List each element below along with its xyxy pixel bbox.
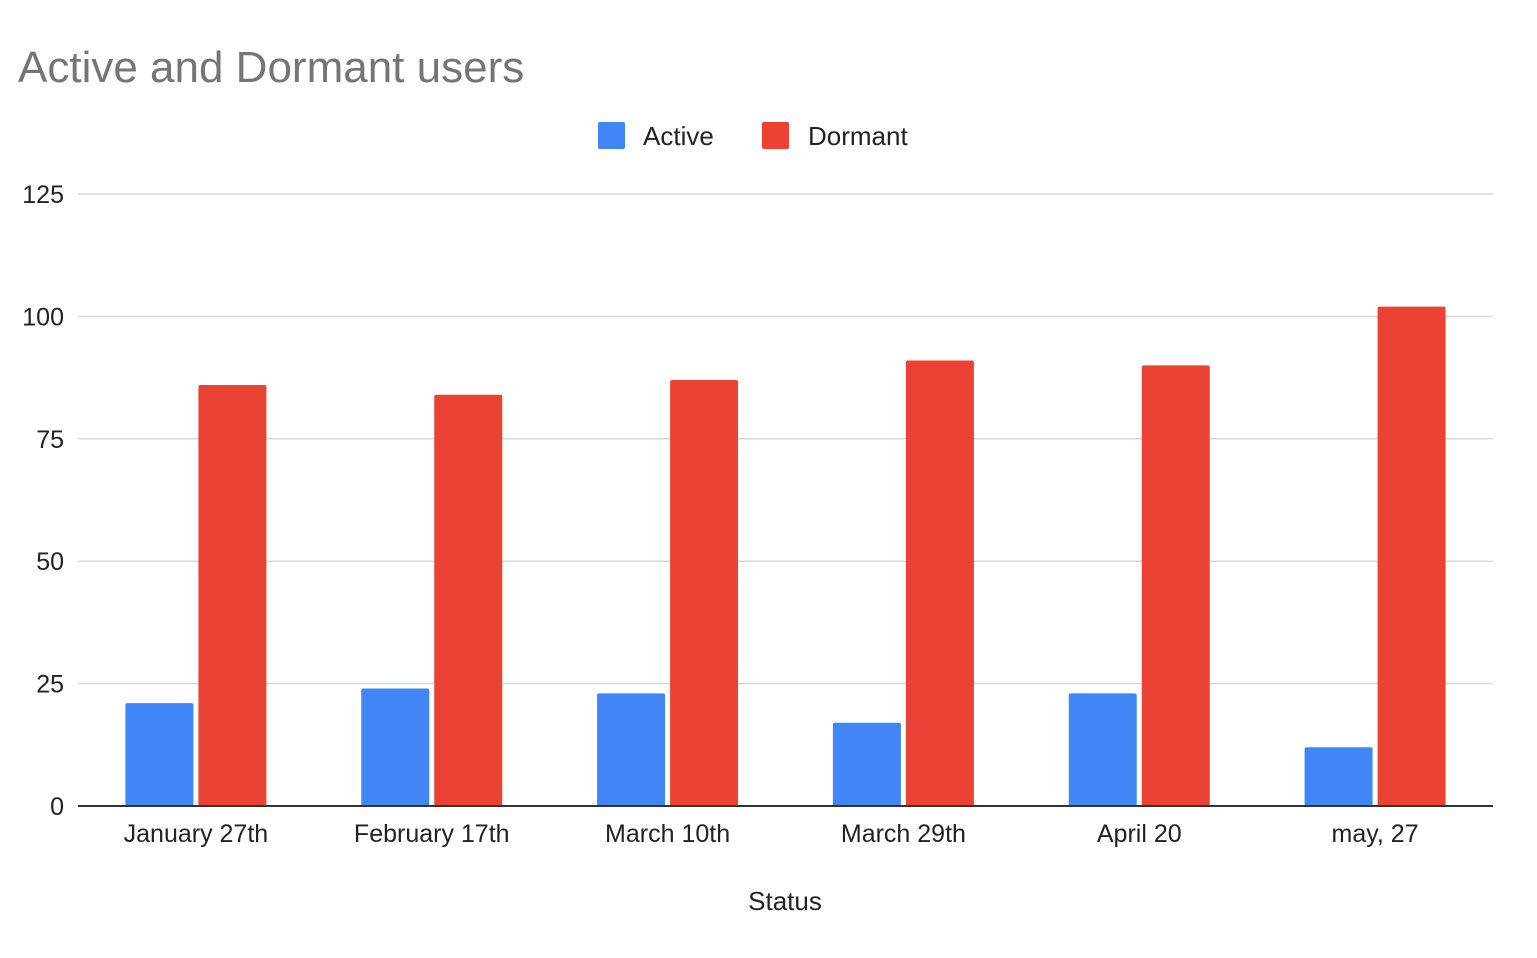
x-axis-title: Status <box>748 886 822 916</box>
legend-swatch-dormant <box>762 122 789 149</box>
x-axis-ticks: January 27th February 17th March 10th March… <box>124 820 1419 848</box>
x-tick-label: January 27th <box>124 820 269 848</box>
y-axis-ticks: 0 25 50 75 100 125 <box>22 181 64 821</box>
x-tick-label: April 20 <box>1097 820 1182 848</box>
bar-active-2 <box>361 688 430 806</box>
bar-dormant-6 <box>1377 306 1446 806</box>
bar-dormant-3 <box>670 380 739 806</box>
y-tick-label: 125 <box>22 181 64 209</box>
bar-dormant-2 <box>434 394 503 806</box>
bar-active-5 <box>1068 693 1137 806</box>
y-tick-label: 50 <box>36 548 64 576</box>
bar-active-1 <box>125 703 194 806</box>
legend-label-active: Active <box>643 121 714 151</box>
legend: Active Dormant <box>598 121 908 151</box>
bar-dormant-1 <box>198 384 267 806</box>
bar-dormant-5 <box>1141 365 1210 806</box>
x-tick-label: February 17th <box>354 820 510 848</box>
gridlines <box>78 193 1493 685</box>
bars <box>125 306 1446 806</box>
legend-label-dormant: Dormant <box>808 121 908 151</box>
chart-title: Active and Dormant users <box>18 43 524 92</box>
x-tick-label: March 29th <box>841 820 966 848</box>
y-tick-label: 75 <box>36 426 64 454</box>
x-tick-label: March 10th <box>605 820 730 848</box>
y-tick-label: 100 <box>22 303 64 331</box>
bar-dormant-4 <box>905 360 974 806</box>
y-tick-label: 0 <box>50 793 64 821</box>
bar-active-6 <box>1304 747 1373 806</box>
y-tick-label: 25 <box>36 671 64 699</box>
bar-active-4 <box>832 722 901 806</box>
legend-swatch-active <box>598 122 625 149</box>
x-tick-label: may, 27 <box>1332 820 1419 848</box>
bar-active-3 <box>597 693 666 806</box>
